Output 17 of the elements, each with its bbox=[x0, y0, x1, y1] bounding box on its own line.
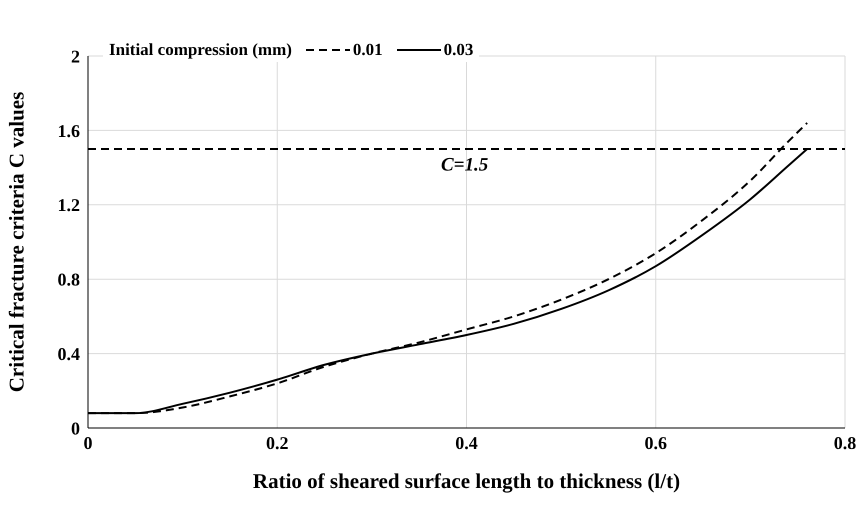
y-tick-label: 0.4 bbox=[58, 344, 80, 364]
ref-line-label: C=1.5 bbox=[441, 154, 489, 176]
legend-title: Initial compression (mm) bbox=[109, 40, 292, 60]
y-tick-label: 0.8 bbox=[58, 270, 80, 290]
y-axis-title: Critical fracture criteria C values bbox=[4, 92, 28, 392]
y-tick-label: 1.2 bbox=[58, 195, 80, 216]
legend-label: 0.03 bbox=[444, 40, 474, 60]
x-tick-label: 0.8 bbox=[834, 432, 856, 453]
y-tick-label: 0 bbox=[71, 418, 80, 438]
x-axis-title: Ratio of sheared surface length to thickness (l/t) bbox=[252, 469, 680, 493]
legend-label: 0.01 bbox=[352, 40, 383, 60]
y-tick-label: 1.6 bbox=[58, 120, 80, 141]
y-tick-label: 2 bbox=[71, 46, 80, 66]
x-tick-label: 0 bbox=[84, 432, 92, 453]
x-tick-label: 0.4 bbox=[455, 432, 478, 453]
x-tick-label: 0.6 bbox=[644, 432, 667, 453]
x-tick-label: 0.2 bbox=[266, 432, 288, 453]
